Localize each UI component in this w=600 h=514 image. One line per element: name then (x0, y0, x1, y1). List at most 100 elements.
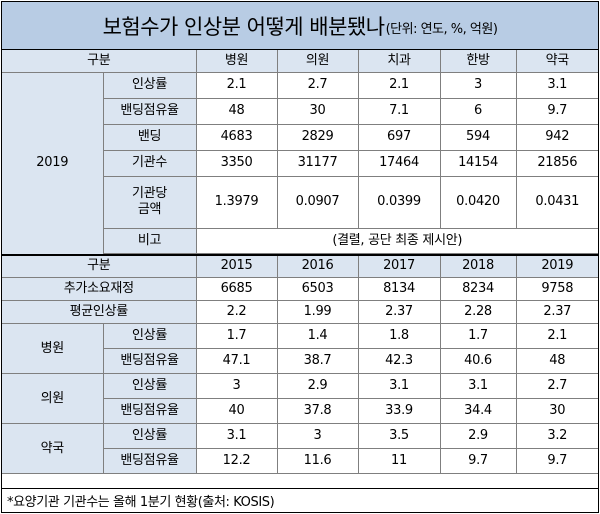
table-cell: 40.6 (439, 348, 517, 374)
table-cell: 6685 (195, 277, 278, 301)
row-label: 기관수 (103, 149, 197, 177)
table-cell: 1.7 (195, 323, 278, 349)
title-main: 보험수가 인상분 어떻게 배분됐나 (102, 14, 386, 39)
table-cell: 7.1 (357, 97, 441, 125)
table-cell: 1.3979 (195, 175, 278, 229)
table-cell: 30 (515, 398, 599, 424)
table-row: 밴딩점유율 48 30 7.1 6 9.7 (2, 97, 599, 125)
table-cell: 2.37 (515, 300, 599, 324)
table-cell: 1.8 (357, 323, 441, 349)
note-label: 비고 (103, 227, 197, 254)
group-label: 병원 (2, 323, 104, 374)
table-cell: 2.9 (439, 423, 517, 449)
table-cell: 3.5 (357, 423, 441, 449)
table-cell: 48 (515, 348, 599, 374)
table-cell: 2.37 (357, 300, 441, 324)
table-cell: 3.2 (515, 423, 599, 449)
row-label: 밴딩점유율 (103, 348, 197, 374)
bottom-header-row: 구분 2015 2016 2017 2018 2019 (2, 253, 599, 278)
table-cell: 0.0420 (439, 175, 517, 229)
table-cell: 2.7 (276, 71, 359, 99)
table-cell: 942 (515, 123, 599, 151)
row-label: 인상률 (102, 323, 197, 349)
table-cell: 0.0907 (276, 175, 359, 229)
table-cell: 9.7 (515, 448, 599, 474)
col-header: 약국 (515, 50, 599, 73)
table-cell: 37.8 (276, 398, 359, 424)
table-cell: 2.1 (515, 323, 599, 349)
table-cell: 12.2 (195, 448, 278, 474)
table-cell: 2.7 (515, 373, 599, 399)
table-cell: 31177 (276, 149, 359, 177)
table-cell: 9.7 (515, 97, 599, 125)
table-cell: 21856 (515, 149, 599, 177)
table-cell: 2829 (276, 123, 359, 151)
year-cell: 2019 (2, 71, 104, 255)
table-cell: 594 (439, 123, 517, 151)
bottom-header-label: 구분 (2, 253, 197, 278)
table-cell: 6 (439, 97, 517, 125)
table-cell: 33.9 (357, 398, 441, 424)
table-cell: 48 (195, 97, 278, 125)
table-cell: 34.4 (439, 398, 517, 424)
data-table: 구분 병원 의원 치과 한방 약국 2019 인상률 2.1 2.7 2.1 3… (2, 50, 599, 474)
row-label-line: 기관당 (132, 186, 167, 201)
table-cell: 3 (195, 373, 278, 399)
table-cell: 3 (439, 71, 517, 99)
title-unit: (단위: 연도, %, 억원) (385, 22, 498, 37)
table-row: 평균인상률 2.2 1.99 2.37 2.28 2.37 (2, 300, 599, 324)
row-label: 밴딩점유율 (103, 448, 197, 474)
row-label: 밴딩 (103, 123, 197, 151)
table-cell: 8234 (439, 277, 517, 301)
table-cell: 2.1 (195, 71, 278, 99)
table-cell: 0.0399 (357, 175, 441, 229)
table-cell: 47.1 (195, 348, 278, 374)
table-row: 기관수 3350 31177 17464 14154 21856 (2, 149, 599, 177)
table-title: 보험수가 인상분 어떻게 배분됐나 (단위: 연도, %, 억원) (2, 2, 598, 50)
col-header: 한방 (439, 50, 517, 73)
col-header: 의원 (276, 50, 359, 73)
table-cell: 1.4 (276, 323, 359, 349)
table-cell: 3.1 (515, 71, 599, 99)
year-header: 2015 (195, 253, 278, 278)
table-cell: 1.7 (439, 323, 517, 349)
table-cell: 11.6 (276, 448, 359, 474)
table-cell: 3.1 (357, 373, 441, 399)
table-row: 약국 인상률 3.1 3 3.5 2.9 3.2 (2, 423, 599, 474)
table-cell: 1.99 (276, 300, 359, 324)
row-label: 인상률 (102, 373, 197, 399)
table-cell: 9758 (515, 277, 599, 301)
table-cell: 4683 (195, 123, 278, 151)
table-cell: 2.28 (439, 300, 517, 324)
row-label-line: 금액 (137, 202, 162, 217)
table-cell: 697 (357, 123, 441, 151)
table-cell: 14154 (439, 149, 517, 177)
row-label: 기관당 금액 (103, 175, 197, 229)
note-value: (결렬, 공단 최종 제시안) (195, 227, 599, 254)
table-row: 의원 인상률 3 2.9 3.1 3.1 2.7 (2, 373, 599, 424)
year-header: 2018 (439, 253, 517, 278)
table-row: 2019 인상률 2.1 2.7 2.1 3 3.1 (2, 71, 599, 255)
table-cell: 3.1 (195, 423, 278, 449)
top-header-row: 구분 병원 의원 치과 한방 약국 (2, 50, 599, 73)
year-header: 2017 (357, 253, 441, 278)
table-cell: 2.2 (195, 300, 278, 324)
table-cell: 38.7 (276, 348, 359, 374)
table-row: 밴딩점유율 40 37.8 33.9 34.4 30 (2, 398, 599, 424)
col-header: 병원 (195, 50, 278, 73)
row-label: 인상률 (102, 423, 197, 449)
table-cell: 0.0431 (515, 175, 599, 229)
table-cell: 17464 (357, 149, 441, 177)
top-header-label: 구분 (2, 50, 197, 73)
note-row: 비고 (결렬, 공단 최종 제시안) (2, 227, 599, 254)
table-row: 추가소요재정 6685 6503 8134 8234 9758 (2, 277, 599, 301)
group-label: 약국 (2, 423, 104, 474)
row-label: 밴딩점유율 (103, 398, 197, 424)
table-cell: 9.7 (439, 448, 517, 474)
table-cell: 30 (276, 97, 359, 125)
table-cell: 6503 (276, 277, 359, 301)
year-header: 2016 (276, 253, 359, 278)
table-row: 병원 인상률 1.7 1.4 1.8 1.7 2.1 (2, 323, 599, 374)
row-label: 추가소요재정 (2, 277, 197, 301)
